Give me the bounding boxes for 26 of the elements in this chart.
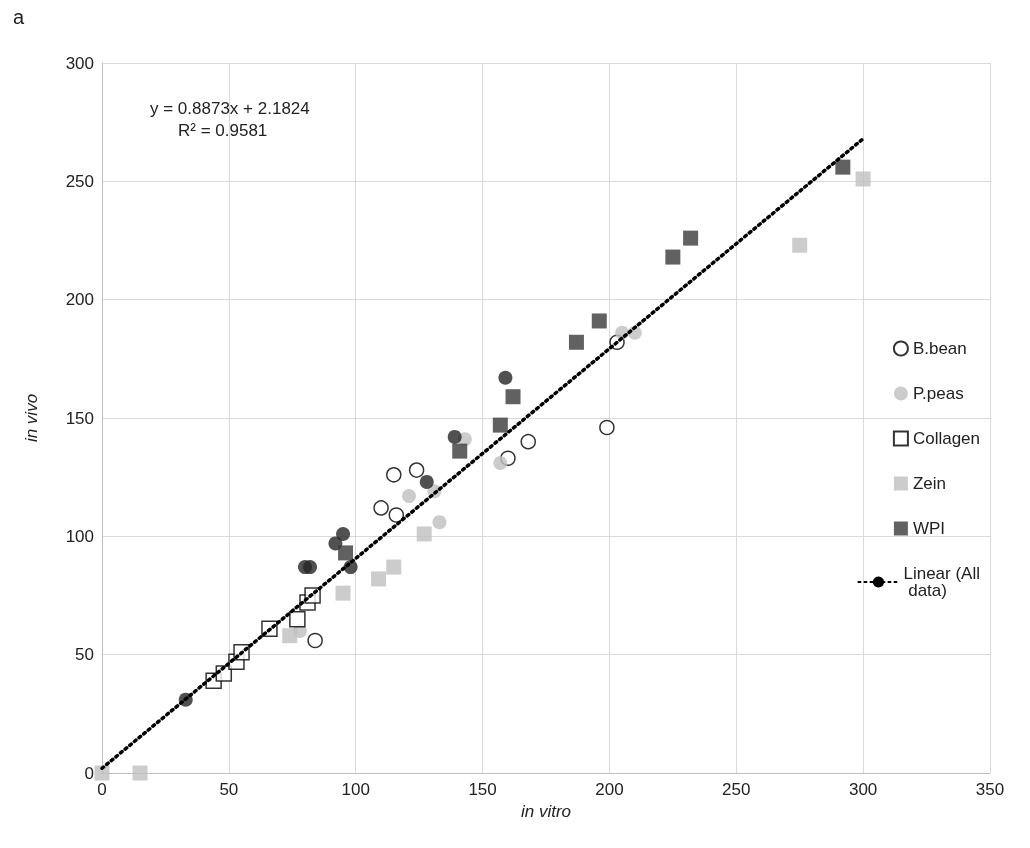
y-tick-label: 100 — [65, 526, 94, 546]
x-tick-label: 100 — [341, 780, 370, 799]
legend-label: Collagen — [912, 429, 981, 448]
legend-label: Zein — [912, 474, 946, 493]
legend-label: WPI — [912, 519, 946, 538]
y-axis-title: in vivo — [22, 393, 41, 443]
x-tick-label: 50 — [219, 780, 239, 799]
y-tick-label: 250 — [65, 171, 94, 191]
y-tick-label: 50 — [75, 645, 94, 665]
x-tick-label: 350 — [975, 780, 1005, 799]
chart-title: a — [13, 6, 25, 28]
legend-label: P.peas — [912, 384, 964, 403]
annotation: R² = 0.9581 — [178, 121, 268, 140]
annotation: y = 0.8873x + 2.1824 — [150, 99, 310, 118]
x-tick-label: 250 — [722, 780, 751, 799]
x-axis-title: in vitro — [520, 802, 572, 821]
y-tick-label: 0 — [84, 763, 94, 783]
legend-label: Linear (All data) — [903, 564, 981, 600]
y-tick-label: 200 — [65, 290, 94, 310]
y-tick-label: 150 — [65, 408, 94, 428]
x-tick-label: 200 — [595, 780, 624, 799]
x-tick-label: 0 — [97, 780, 107, 799]
y-tick-label: 300 — [65, 53, 94, 73]
x-tick-label: 150 — [468, 780, 497, 799]
legend-label: B.bean — [912, 339, 967, 358]
x-tick-label: 300 — [848, 780, 878, 799]
